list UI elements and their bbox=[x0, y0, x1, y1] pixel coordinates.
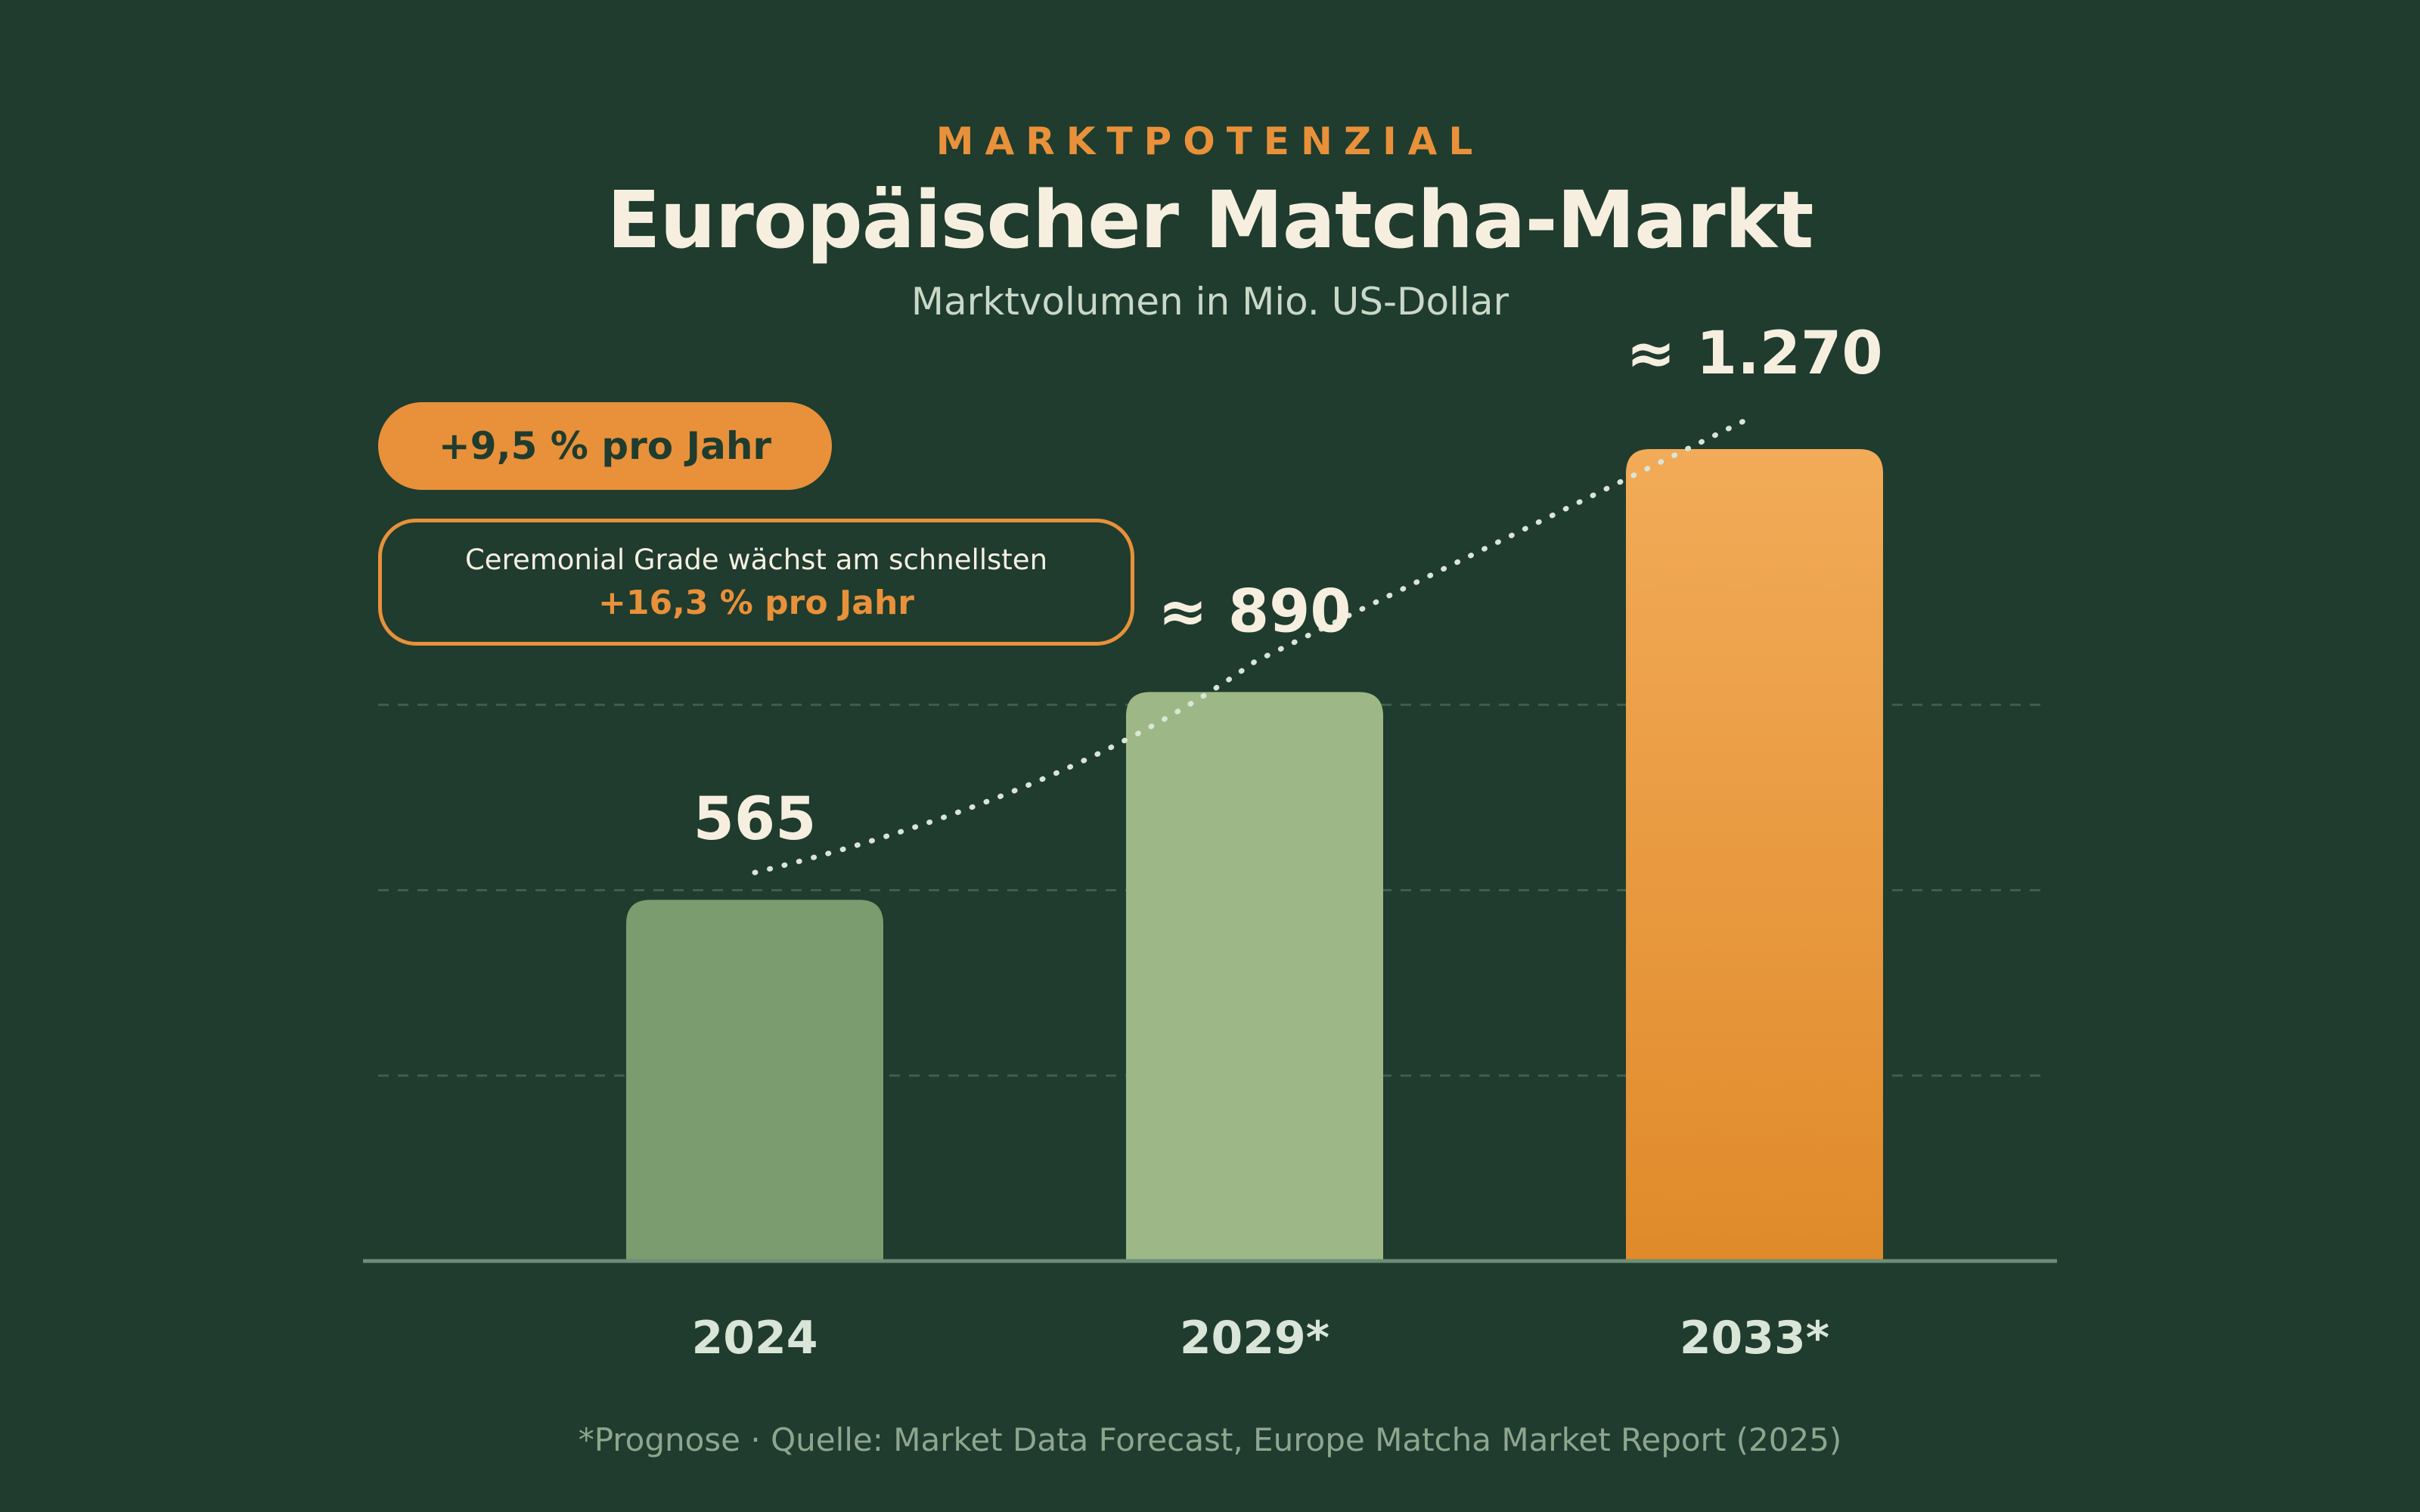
value-label-2029: ≈ 890 bbox=[1158, 578, 1351, 646]
trend-dotted-line bbox=[752, 413, 1758, 875]
bar-2033 bbox=[1626, 449, 1883, 1261]
value-label-2024: 565 bbox=[693, 785, 817, 854]
value-label-2033: ≈ 1.270 bbox=[1626, 320, 1882, 388]
x-tick-label-2033: 2033* bbox=[1680, 1312, 1829, 1365]
callout-text: Ceremonial Grade wächst am schnellsten bbox=[464, 544, 1048, 576]
ceremonial-grade-callout: Ceremonial Grade wächst am schnellsten +… bbox=[378, 519, 1134, 646]
callout-value: +16,3 % pro Jahr bbox=[598, 584, 914, 622]
x-axis: 2024 2029* 2033* bbox=[363, 1259, 2057, 1365]
trend-line bbox=[752, 413, 1758, 875]
bar-2024 bbox=[626, 900, 883, 1261]
x-tick-label-2024: 2024 bbox=[692, 1312, 818, 1365]
chart-subtitle: Marktvolumen in Mio. US-Dollar bbox=[911, 280, 1509, 324]
x-tick-label-2029: 2029* bbox=[1180, 1312, 1329, 1365]
bar-2029 bbox=[1126, 692, 1383, 1261]
growth-rate-badge: +9,5 % pro Jahr bbox=[378, 402, 832, 490]
chart-kicker: MARKTPOTENZIAL bbox=[935, 119, 1485, 163]
chart-title: Europäischer Matcha-Markt bbox=[607, 174, 1814, 266]
bars bbox=[626, 449, 1883, 1261]
source-footnote: *Prognose · Quelle: Market Data Forecast… bbox=[578, 1421, 1842, 1458]
value-labels: 565 ≈ 890 ≈ 1.270 bbox=[693, 320, 1883, 854]
